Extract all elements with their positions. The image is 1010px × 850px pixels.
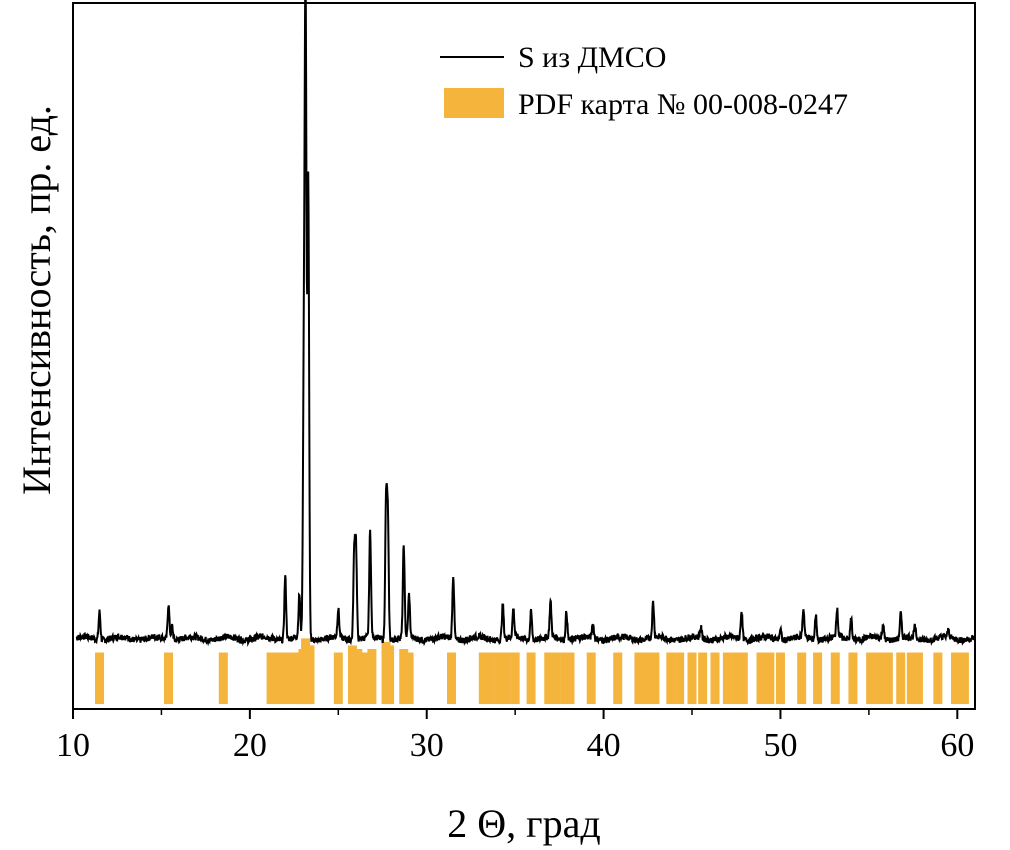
- reference-bar-18: [404, 652, 414, 705]
- reference-bar-49: [848, 652, 858, 705]
- reference-bar-17: [399, 648, 409, 705]
- plot-background: [73, 3, 975, 709]
- legend-label-pattern: S из ДМСО: [518, 41, 666, 74]
- diffraction-pattern: [75, 0, 975, 647]
- reference-bar-41: [731, 652, 741, 705]
- reference-bar-32: [634, 652, 644, 705]
- x-tick-label-60: 60: [940, 727, 974, 764]
- reference-bar-19: [446, 652, 456, 705]
- reference-bar-21: [485, 652, 495, 705]
- reference-bar-47: [813, 652, 823, 705]
- reference-bars: [95, 638, 969, 705]
- reference-bar-52: [883, 652, 893, 705]
- reference-bar-40: [722, 652, 732, 705]
- reference-bar-5: [282, 652, 292, 705]
- reference-bar-16: [385, 645, 395, 705]
- reference-bar-35: [666, 652, 676, 705]
- x-tick-label-50: 50: [763, 727, 797, 764]
- reference-bar-37: [687, 652, 697, 705]
- reference-bar-53: [896, 652, 906, 705]
- reference-bar-33: [641, 652, 651, 705]
- reference-bar-29: [565, 652, 575, 705]
- legend-label-reference: PDF карта № 00-008-0247: [518, 88, 848, 121]
- legend: S из ДМСО PDF карта № 00-008-0247: [440, 41, 848, 121]
- reference-bar-25: [526, 652, 536, 705]
- reference-bar-23: [501, 652, 511, 705]
- reference-bar-46: [797, 652, 807, 705]
- reference-bar-57: [951, 652, 961, 705]
- reference-bar-39: [710, 652, 720, 705]
- reference-bar-43: [756, 652, 766, 705]
- x-axis-title: 2 Θ, град: [447, 801, 600, 846]
- pattern-line: [75, 0, 975, 647]
- reference-bar-6: [291, 652, 301, 705]
- plot-frame: [72, 2, 976, 710]
- reference-bar-58: [959, 652, 969, 705]
- reference-bar-56: [933, 652, 943, 705]
- reference-bar-2: [218, 652, 228, 705]
- x-tick-label-10: 10: [56, 727, 90, 764]
- reference-bar-10: [333, 652, 343, 705]
- y-axis-title: Интенсивность, пр. ед.: [14, 105, 59, 495]
- x-tick-label-20: 20: [233, 727, 267, 764]
- reference-bar-13: [360, 652, 370, 705]
- reference-bar-45: [775, 652, 785, 705]
- reference-bar-30: [586, 652, 596, 705]
- reference-bar-31: [613, 652, 623, 705]
- reference-bar-38: [698, 652, 708, 705]
- reference-bar-42: [738, 652, 748, 705]
- x-tick-label-30: 30: [410, 727, 444, 764]
- reference-bar-24: [510, 652, 520, 705]
- x-tick-label-40: 40: [587, 727, 621, 764]
- reference-bar-26: [544, 652, 554, 705]
- reference-bar-27: [551, 652, 561, 705]
- reference-bar-44: [765, 652, 775, 705]
- legend-swatch-reference: [444, 88, 504, 118]
- reference-bar-1: [164, 652, 174, 705]
- reference-bar-36: [675, 652, 685, 705]
- reference-bar-34: [650, 652, 660, 705]
- reference-bar-11: [347, 645, 357, 705]
- x-axis: 10 20 30 40 50 60: [56, 709, 974, 764]
- reference-bar-50: [866, 652, 876, 705]
- reference-bar-14: [367, 648, 377, 705]
- reference-bar-54: [906, 652, 916, 705]
- reference-bar-28: [560, 652, 570, 705]
- reference-bar-55: [913, 652, 923, 705]
- reference-bar-0: [95, 652, 105, 705]
- reference-bar-22: [494, 652, 504, 705]
- reference-bar-3: [266, 652, 276, 705]
- reference-bar-20: [478, 652, 488, 705]
- reference-bar-9: [305, 645, 315, 705]
- reference-bar-12: [353, 648, 363, 705]
- reference-bar-4: [275, 652, 285, 705]
- reference-bar-48: [830, 652, 840, 705]
- reference-bar-51: [874, 652, 884, 705]
